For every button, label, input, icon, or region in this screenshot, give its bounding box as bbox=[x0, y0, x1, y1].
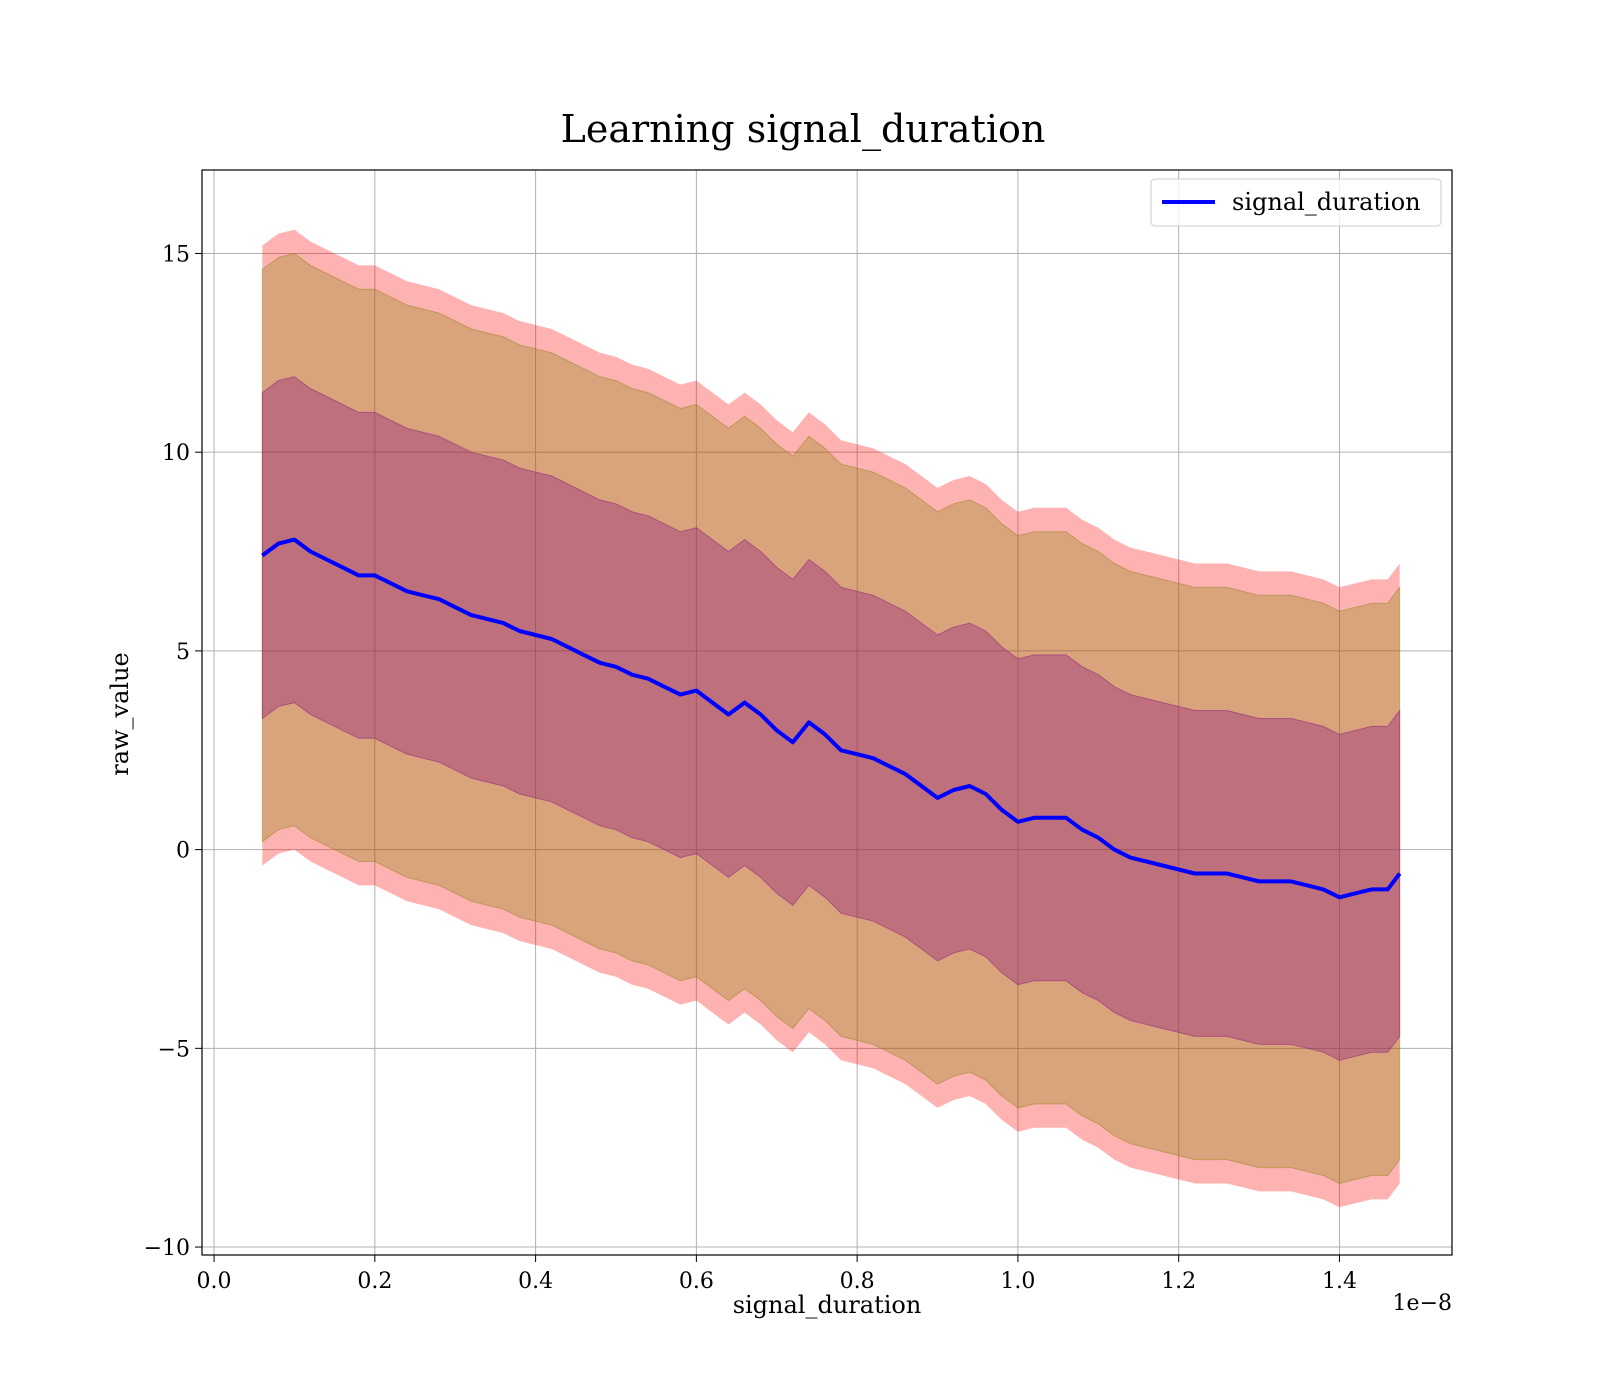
plot-frame bbox=[201, 169, 1453, 1256]
series-line-signal-duration bbox=[261, 537, 1402, 900]
series-lines bbox=[261, 537, 1402, 900]
x-tick-label: 0.2 bbox=[357, 1269, 392, 1294]
outer-band bbox=[262, 229, 1400, 1208]
middle-band bbox=[261, 252, 1401, 1185]
axis-ticks: 0.0 0.2 0.4 0.6 0.8 1.0 1.2 1.4 −10 −5 0 5 10 15 bbox=[144, 242, 1357, 1294]
chart-title: Learning signal_duration bbox=[561, 107, 1046, 152]
y-tick-label: 5 bbox=[176, 640, 190, 665]
y-axis-label: raw_value bbox=[106, 652, 134, 776]
x-tick-label: 0.4 bbox=[518, 1269, 553, 1294]
y-tick-label: 0 bbox=[176, 839, 190, 864]
x-tick-label: 1.2 bbox=[1161, 1269, 1196, 1294]
y-tick-label: −10 bbox=[144, 1236, 190, 1261]
inner-band bbox=[261, 376, 1401, 1061]
y-tick-label: 15 bbox=[162, 242, 190, 267]
x-axis-offset-label: 1e−8 bbox=[1393, 1291, 1452, 1316]
x-tick-label: 0.0 bbox=[197, 1269, 232, 1294]
legend-box bbox=[1150, 178, 1442, 227]
legend-label: signal_duration bbox=[1232, 188, 1421, 216]
x-tick-label: 0.8 bbox=[840, 1269, 875, 1294]
x-tick-label: 0.6 bbox=[679, 1269, 714, 1294]
legend: signal_duration bbox=[1150, 178, 1442, 227]
grid bbox=[202, 170, 1452, 1255]
y-tick-label: −5 bbox=[158, 1037, 190, 1062]
x-axis-label: signal_duration bbox=[733, 1291, 922, 1319]
x-tick-label: 1.0 bbox=[1000, 1269, 1035, 1294]
x-tick-label: 1.4 bbox=[1322, 1269, 1357, 1294]
confidence-bands bbox=[261, 229, 1401, 1208]
y-tick-label: 10 bbox=[162, 441, 190, 466]
